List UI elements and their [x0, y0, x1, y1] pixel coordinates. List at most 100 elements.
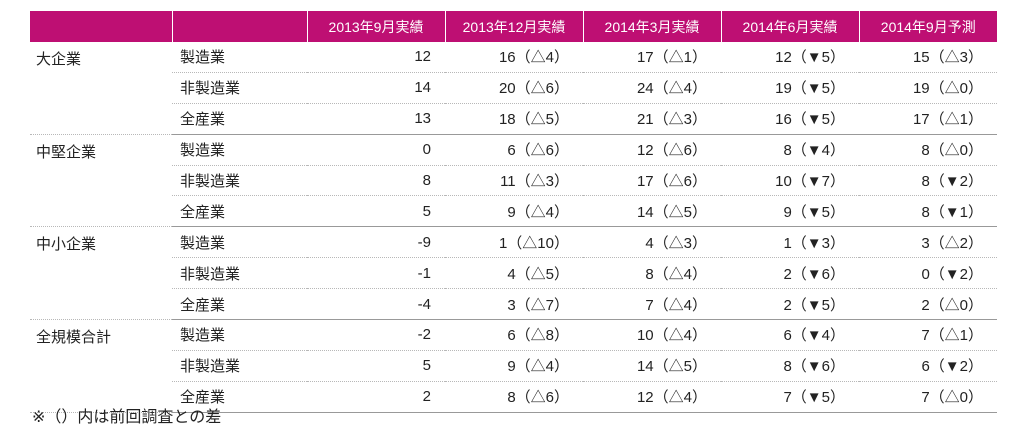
- table-row: 中堅企業 製造業 0 6（△6） 12（△6） 8（▼4） 8（△0）: [30, 134, 997, 228]
- sector-cell: 全産業: [172, 195, 307, 228]
- table-row: 非製造業 -1 4（△5） 8（△4） 2（▼6） 0（▼2）: [30, 257, 997, 290]
- header-row: 2013年9月実績 2013年12月実績 2014年3月実績 2014年6月実績…: [30, 11, 997, 42]
- header-cell: [30, 11, 173, 42]
- value-cell: 6（▼2）: [859, 350, 997, 382]
- value-cell: 7（△0）: [859, 381, 997, 413]
- table-header: 2013年9月実績 2013年12月実績 2014年3月実績 2014年6月実績…: [30, 11, 997, 42]
- sector-cell: 非製造業: [172, 72, 307, 104]
- value-cell: 3（△7）: [445, 288, 583, 321]
- value-cell: 12（△4）: [583, 381, 721, 413]
- value-cell: 8（▼2）: [859, 165, 997, 197]
- value-cell: 5: [307, 350, 445, 382]
- value-cell: -4: [307, 288, 445, 321]
- table-body: 大企業 製造業 12 16（△4） 17（△1） 12（▼5） 15（△3） 非…: [30, 42, 997, 413]
- value-cell: 7（▼5）: [721, 381, 859, 413]
- value-cell: 6（△8）: [445, 319, 583, 351]
- value-cell: 7（△4）: [583, 288, 721, 321]
- table-row: 非製造業 14 20（△6） 24（△4） 19（▼5） 19（△0）: [30, 72, 997, 104]
- value-cell: 9（▼5）: [721, 195, 859, 228]
- value-cell: 8（△0）: [859, 134, 997, 166]
- sector-cell: 製造業: [172, 226, 307, 259]
- value-cell: 2（△0）: [859, 288, 997, 321]
- value-cell: 2（▼6）: [721, 257, 859, 290]
- value-cell: 8（▼6）: [721, 350, 859, 382]
- value-cell: 18（△5）: [445, 103, 583, 135]
- value-cell: 20（△6）: [445, 72, 583, 104]
- category-cell: 大企業: [30, 42, 172, 135]
- value-cell: 7（△1）: [859, 319, 997, 351]
- value-cell: 11（△3）: [445, 165, 583, 197]
- value-cell: 0（▼2）: [859, 257, 997, 290]
- header-cell: [172, 11, 308, 42]
- value-cell: 17（△1）: [859, 103, 997, 135]
- table-row: 全産業 -4 3（△7） 7（△4） 2（▼5） 2（△0）: [30, 288, 997, 321]
- value-cell: 9（△4）: [445, 195, 583, 228]
- survey-table: 2013年9月実績 2013年12月実績 2014年3月実績 2014年6月実績…: [30, 11, 997, 413]
- value-cell: 1（▼3）: [721, 226, 859, 259]
- footnote: ※（）内は前回調査との差: [32, 407, 222, 426]
- value-cell: 5: [307, 195, 445, 228]
- sector-cell: 全産業: [172, 103, 307, 135]
- header-cell: 2013年9月実績: [307, 11, 446, 42]
- table-row: 全産業 5 9（△4） 14（△5） 9（▼5） 8（▼1）: [30, 195, 997, 228]
- header-cell: 2014年9月予測: [859, 11, 997, 42]
- table-row: 非製造業 8 11（△3） 17（△6） 10（▼7） 8（▼2）: [30, 165, 997, 197]
- value-cell: 2（▼5）: [721, 288, 859, 321]
- value-cell: 13: [307, 103, 445, 135]
- value-cell: 14（△5）: [583, 195, 721, 228]
- value-cell: -2: [307, 319, 445, 351]
- sector-cell: 非製造業: [172, 350, 307, 382]
- value-cell: 8（▼1）: [859, 195, 997, 228]
- value-cell: 3（△2）: [859, 226, 997, 259]
- sector-cell: 製造業: [172, 42, 307, 73]
- sector-cell: 全産業: [172, 381, 307, 413]
- value-cell: 19（△0）: [859, 72, 997, 104]
- value-cell: 4（△5）: [445, 257, 583, 290]
- table-row: 大企業 製造業 12 16（△4） 17（△1） 12（▼5） 15（△3）: [30, 42, 997, 135]
- header-cell: 2014年6月実績: [721, 11, 860, 42]
- value-cell: -1: [307, 257, 445, 290]
- value-cell: 1（△10）: [445, 226, 583, 259]
- sector-cell: 製造業: [172, 134, 307, 166]
- table-row: 全産業 2 8（△6） 12（△4） 7（▼5） 7（△0）: [30, 381, 997, 413]
- sector-cell: 全産業: [172, 288, 307, 321]
- value-cell: 17（△6）: [583, 165, 721, 197]
- table-row: 非製造業 5 9（△4） 14（△5） 8（▼6） 6（▼2）: [30, 350, 997, 382]
- value-cell: 15（△3）: [859, 42, 997, 73]
- value-cell: 17（△1）: [583, 42, 721, 73]
- value-cell: 0: [307, 134, 445, 166]
- table-row: 中小企業 製造業 -9 1（△10） 4（△3） 1（▼3） 3（△2）: [30, 226, 997, 321]
- value-cell: 8（▼4）: [721, 134, 859, 166]
- value-cell: 8（△4）: [583, 257, 721, 290]
- value-cell: 19（▼5）: [721, 72, 859, 104]
- survey-table-container: 2013年9月実績 2013年12月実績 2014年3月実績 2014年6月実績…: [30, 11, 997, 413]
- value-cell: 2: [307, 381, 445, 413]
- value-cell: 10（▼7）: [721, 165, 859, 197]
- value-cell: 10（△4）: [583, 319, 721, 351]
- sector-cell: 非製造業: [172, 165, 307, 197]
- value-cell: 9（△4）: [445, 350, 583, 382]
- value-cell: 24（△4）: [583, 72, 721, 104]
- category-cell: 全規模合計: [30, 319, 172, 413]
- value-cell: 12（△6）: [583, 134, 721, 166]
- sector-cell: 非製造業: [172, 257, 307, 290]
- value-cell: 12（▼5）: [721, 42, 859, 73]
- value-cell: 8: [307, 165, 445, 197]
- value-cell: 14: [307, 72, 445, 104]
- value-cell: 6（▼4）: [721, 319, 859, 351]
- category-cell: 中小企業: [30, 226, 172, 321]
- category-cell: 中堅企業: [30, 134, 172, 228]
- value-cell: 16（▼5）: [721, 103, 859, 135]
- table-row: 全産業 13 18（△5） 21（△3） 16（▼5） 17（△1）: [30, 103, 997, 135]
- table-row: 全規模合計 製造業 -2 6（△8） 10（△4） 6（▼4） 7（△1）: [30, 319, 997, 413]
- header-cell: 2014年3月実績: [583, 11, 722, 42]
- value-cell: 16（△4）: [445, 42, 583, 73]
- value-cell: 21（△3）: [583, 103, 721, 135]
- value-cell: 8（△6）: [445, 381, 583, 413]
- value-cell: 14（△5）: [583, 350, 721, 382]
- value-cell: -9: [307, 226, 445, 259]
- value-cell: 12: [307, 42, 445, 73]
- value-cell: 6（△6）: [445, 134, 583, 166]
- value-cell: 4（△3）: [583, 226, 721, 259]
- sector-cell: 製造業: [172, 319, 307, 351]
